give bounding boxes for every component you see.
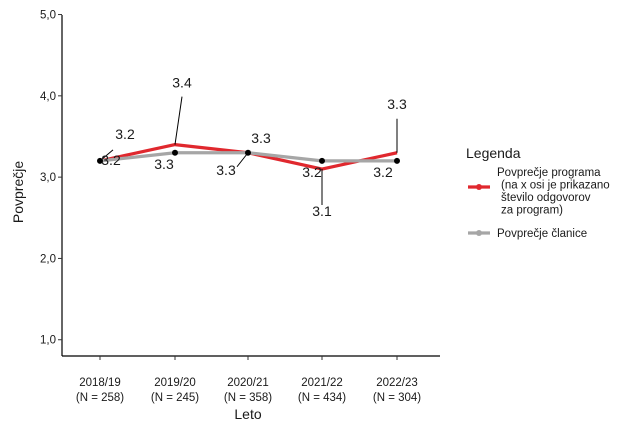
legend-swatch-point bbox=[476, 230, 482, 236]
data-label-programa: 3.1 bbox=[312, 203, 332, 219]
data-point bbox=[319, 157, 325, 164]
data-label-programa: 3.3 bbox=[216, 162, 236, 178]
y-tick-label: 2,0 bbox=[40, 253, 56, 265]
x-tick-label: 2018/19 bbox=[79, 377, 121, 389]
data-label-clanice: 3.3 bbox=[251, 130, 271, 146]
y-tick-label: 5,0 bbox=[40, 10, 56, 22]
legend-title: Legenda bbox=[466, 145, 521, 161]
legend: Legenda Povprečje programa(na x osi je pr… bbox=[466, 145, 610, 240]
series-lines bbox=[97, 143, 400, 171]
x-tick-label: (N = 434) bbox=[298, 392, 346, 404]
data-label-clanice: 3.2 bbox=[101, 152, 121, 168]
label-leader-line bbox=[99, 149, 114, 162]
x-tick-label: (N = 304) bbox=[373, 392, 421, 404]
x-tick-label: 2020/21 bbox=[227, 377, 269, 389]
x-axis-title: Leto bbox=[234, 406, 261, 421]
y-tick-label: 1,0 bbox=[40, 335, 56, 347]
y-tick-label: 3,0 bbox=[40, 172, 56, 184]
data-label-programa: 3.4 bbox=[172, 75, 192, 91]
legend-swatch-point bbox=[476, 184, 482, 190]
legend-label-programa: Povprečje programa bbox=[497, 167, 601, 179]
data-label-programa: 3.2 bbox=[115, 126, 135, 142]
x-tick-label: (N = 258) bbox=[76, 392, 124, 404]
legend-label-programa: (na x osi je prikazano bbox=[501, 180, 610, 192]
data-point bbox=[172, 149, 178, 156]
data-label-programa: 3.3 bbox=[387, 96, 407, 112]
legend-label-clanice: Povprečje članice bbox=[497, 228, 587, 240]
y-axis-title: Povprečje bbox=[10, 161, 26, 223]
y-tick-label: 4,0 bbox=[40, 91, 56, 103]
label-leader-line bbox=[174, 96, 183, 145]
legend-label-programa: za program) bbox=[501, 205, 563, 217]
data-label-clanice: 3.3 bbox=[154, 156, 174, 172]
axes: 1,0 2,0 3,0 4,0 5,0 2018/19 (N = 258) 2019/20 (N… bbox=[10, 10, 440, 422]
x-tick-label: 2021/22 bbox=[301, 377, 343, 389]
data-label-clanice: 3.2 bbox=[302, 164, 322, 180]
x-tick-label: 2019/20 bbox=[154, 377, 196, 389]
data-labels: 3.2 3.4 3.3 3.1 3.3 3.2 3.3 3.3 3.2 3.2 bbox=[99, 75, 407, 219]
x-tick-label: (N = 358) bbox=[224, 392, 272, 404]
label-leader-line bbox=[236, 152, 249, 168]
x-tick-label: (N = 245) bbox=[151, 392, 199, 404]
legend-label-programa: število odgovorov bbox=[501, 192, 591, 204]
x-tick-label: 2022/23 bbox=[376, 377, 418, 389]
data-label-clanice: 3.2 bbox=[373, 164, 393, 180]
data-point bbox=[394, 157, 400, 164]
